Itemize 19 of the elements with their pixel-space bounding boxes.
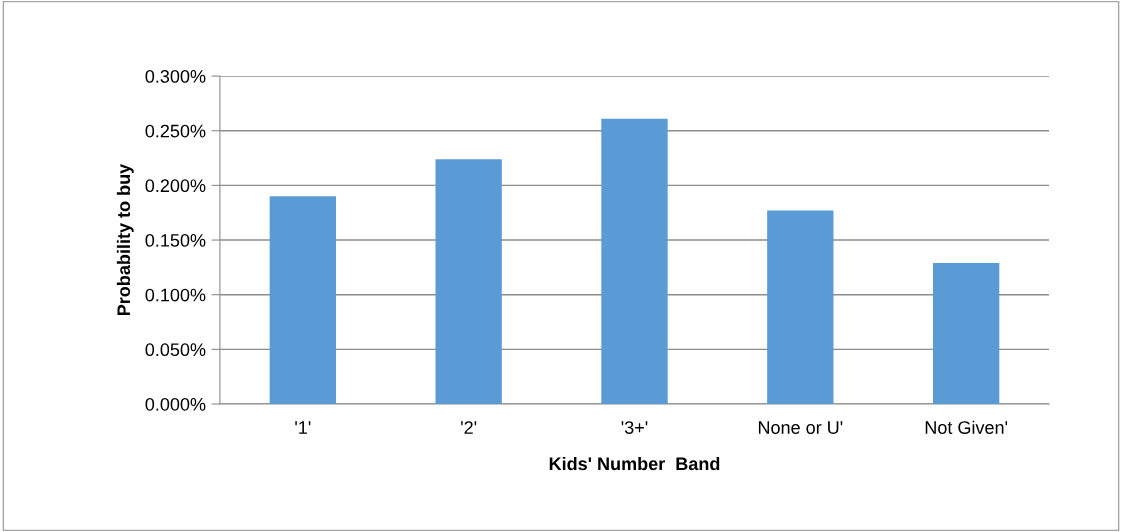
x-tick-label: '3+' [621,421,648,434]
x-axis-title: Kids' Number Band [549,456,720,471]
bar [767,210,834,404]
x-tick-label: '1' [295,421,311,434]
bar [932,262,1000,404]
y-tick-label: 0.250% [145,124,206,138]
y-tick-label: 0.300% [145,70,206,83]
y-axis-title: Probability to buy [116,163,134,316]
bar [269,196,336,404]
y-tick-label: 0.000% [145,397,206,411]
y-tick-label: 0.200% [145,179,206,193]
x-tick-label: '2' [461,421,477,434]
y-tick-label: 0.150% [145,233,206,247]
bar [435,159,502,404]
y-tick-label: 0.050% [145,343,206,357]
x-tick-label: None or U' [758,421,843,434]
x-tick-label: Not Given' [925,420,1008,434]
bar [601,118,668,404]
y-tick-label: 0.100% [145,288,206,302]
